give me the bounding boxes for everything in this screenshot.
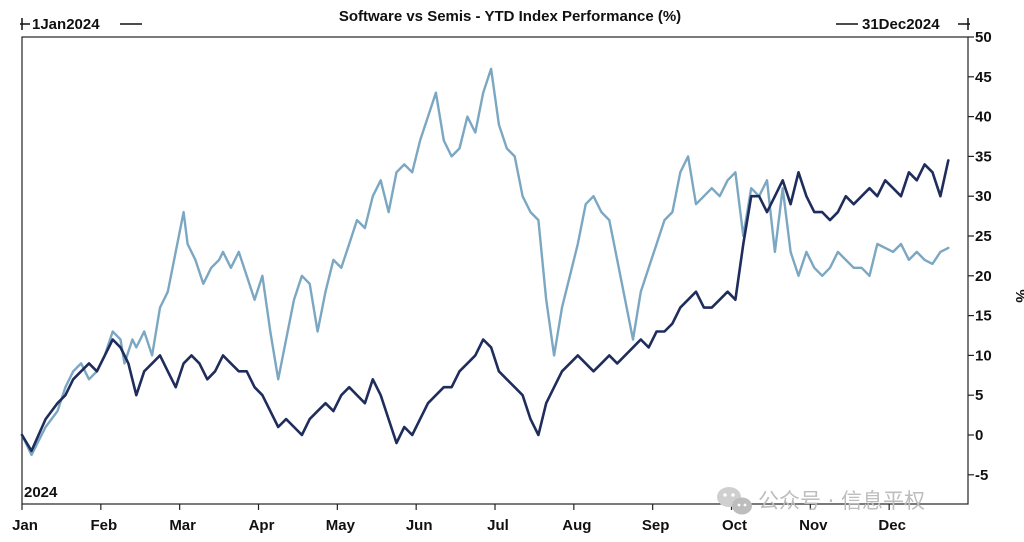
y-tick-label: 40	[975, 109, 992, 126]
series-line-software	[20, 67, 950, 457]
x-tick-label: Feb	[90, 517, 117, 534]
x-tick-label: Sep	[642, 517, 670, 534]
y-tick-label: 50	[975, 29, 992, 46]
y-tick-label: 10	[975, 347, 992, 364]
watermark-text: 公众号 · 信息平权	[758, 489, 925, 513]
series-layer	[20, 67, 950, 457]
end-date-label: 31Dec2024	[862, 16, 940, 33]
series-line-semis	[20, 159, 950, 453]
y-tick-label: -5	[975, 467, 988, 484]
watermark: 公众号 · 信息平权	[717, 487, 925, 515]
x-tick-label: Jun	[406, 517, 433, 534]
wechat-icon	[717, 487, 752, 515]
y-axis-unit-label: %	[1012, 289, 1024, 302]
x-tick-label: Nov	[799, 517, 828, 534]
y-tick-label: 45	[975, 69, 992, 86]
start-date-label: 1Jan2024	[32, 16, 100, 33]
x-tick-label: Aug	[562, 517, 591, 534]
x-tick-label: Oct	[722, 517, 747, 534]
y-tick-label: 35	[975, 148, 992, 165]
x-axis: Jan Feb Mar Apr May Jun Jul Aug Sep Oct Nov Dec	[12, 504, 906, 534]
x-tick-label: May	[326, 517, 356, 534]
x-tick-label: Jul	[487, 517, 509, 534]
x-tick-label: Apr	[249, 517, 275, 534]
x-tick-label: Mar	[169, 517, 196, 534]
x-tick-label: Dec	[878, 517, 906, 534]
y-axis: -5 0 5 10 15 20 25 30 35 40 45 50	[968, 29, 992, 484]
y-tick-label: 20	[975, 268, 992, 285]
x-tick-label: Jan	[12, 517, 38, 534]
y-tick-label: 15	[975, 308, 992, 325]
y-tick-label: 0	[975, 427, 983, 444]
y-tick-label: 25	[975, 228, 992, 245]
year-label: 2024	[24, 484, 58, 501]
y-tick-label: 5	[975, 387, 983, 404]
chart-title: Software vs Semis - YTD Index Performanc…	[339, 8, 681, 25]
y-tick-label: 30	[975, 188, 992, 205]
